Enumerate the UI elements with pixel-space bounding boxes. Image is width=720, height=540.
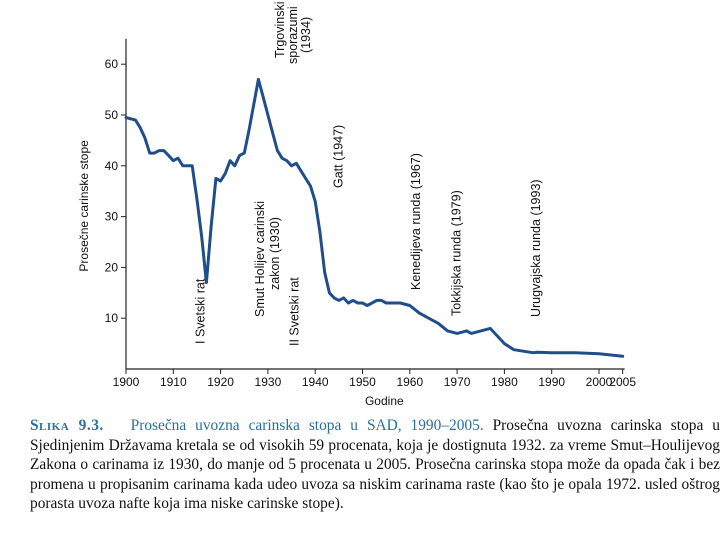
annotation-label: I Svetski rat <box>193 278 207 344</box>
x-tick-label: 1950 <box>349 375 376 389</box>
y-tick-label: 50 <box>105 108 119 122</box>
x-tick-label: 1900 <box>113 375 140 389</box>
annotation-label: Gatt (1947) <box>331 125 345 188</box>
y-tick-label: 20 <box>105 260 119 274</box>
figure-label: Slika 9.3. <box>30 417 104 434</box>
y-tick-label: 60 <box>105 57 119 71</box>
x-tick-label: 2000 <box>586 375 613 389</box>
tariff-rate-chart: 1900 1910 1920 1930 1940 1950 1960 1970 1980 1990… <box>77 2 636 409</box>
figure-title: Prosečna uvozna carinska stopa u SAD, 19… <box>130 417 484 434</box>
x-axis-title: Godine <box>365 394 404 408</box>
figure-caption: Slika 9.3. Prosečna uvozna carinska stop… <box>30 416 720 514</box>
annotation-label: Smut Holijev carinski <box>253 201 267 317</box>
annotation-label: II Svetski rat <box>288 277 302 346</box>
x-tick-label: 1930 <box>255 375 282 389</box>
x-tick-label: 1920 <box>207 375 234 389</box>
y-tick-label: 10 <box>105 311 119 325</box>
annotation-label: Trgovinski <box>273 2 287 59</box>
annotation-label: Tokkijska runda (1979) <box>450 190 464 316</box>
y-tick-label: 30 <box>105 210 119 224</box>
x-tick-label: 1980 <box>491 375 518 389</box>
tariff-rate-line <box>124 77 625 358</box>
annotation-label: Kenedijeva runda (1967) <box>409 153 423 290</box>
annotation-label: (1934) <box>299 17 313 53</box>
annotation-label: Urugvajska runda (1993) <box>529 179 543 317</box>
y-axis-title: Prosečne carinske stope <box>77 140 91 272</box>
annotation-label: sporazumi <box>286 6 300 64</box>
x-tick-label: 1990 <box>538 375 565 389</box>
y-tick-label: 40 <box>105 159 119 173</box>
caption-text: Prosečna uvozna carinska stopa u Sjedinj… <box>30 417 720 513</box>
x-tick-label: 1910 <box>160 375 187 389</box>
x-tick-label: 1940 <box>302 375 329 389</box>
x-tick-label: 1970 <box>444 375 471 389</box>
x-tick-label: 1960 <box>396 375 423 389</box>
annotation-label: zakon (1930) <box>268 217 282 290</box>
x-tick-label: 2005 <box>609 375 636 389</box>
